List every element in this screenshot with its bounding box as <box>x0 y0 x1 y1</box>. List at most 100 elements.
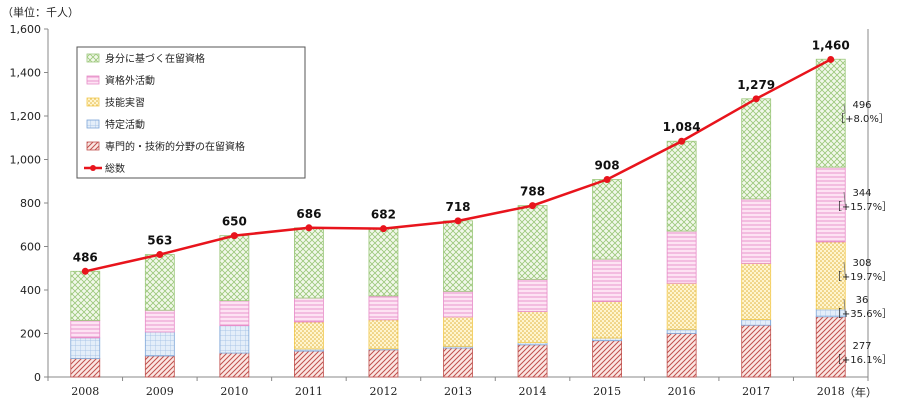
total-label: 908 <box>595 159 620 173</box>
bar-segment <box>517 205 548 280</box>
bar-segment <box>144 355 175 378</box>
total-point <box>156 251 164 259</box>
total-label: 563 <box>147 234 172 248</box>
bar-segment <box>70 337 101 359</box>
total-label: 486 <box>73 250 98 264</box>
total-label: 650 <box>222 215 247 229</box>
axes: 0 200 400 600 800 1,000 1,200 1,400 1,600 2008 200… <box>10 23 869 398</box>
bar-segment <box>517 311 548 344</box>
annotation-value: 344 <box>852 188 871 199</box>
bar-segment <box>70 320 101 339</box>
x-tick-label: 2008 <box>71 385 99 398</box>
bar-segment <box>368 349 399 378</box>
x-tick-label: 2013 <box>444 385 472 398</box>
total-point <box>305 224 313 232</box>
annotation-leader <box>843 261 846 276</box>
bar-segment <box>443 290 473 318</box>
total-label: 686 <box>296 207 321 221</box>
total-point <box>827 55 835 63</box>
bar-segment <box>741 198 772 264</box>
x-tick-label: 2018 <box>817 385 845 398</box>
y-tick-label: 200 <box>20 328 41 341</box>
bar-segment <box>294 227 324 299</box>
annotation-leader <box>843 191 846 205</box>
bar-segment <box>592 179 622 260</box>
annotation-leader <box>843 298 846 313</box>
legend-label: 資格外活動 <box>105 74 155 87</box>
annotations-layer: 496 ［+8.0%］ 344 ［+15.7%］ 308 ［+19.7%］ 36 ［+35.6… <box>832 100 892 366</box>
bar-segment <box>443 347 473 378</box>
total-point <box>81 267 89 275</box>
bar-segment <box>368 295 399 321</box>
bar-segment <box>294 297 324 323</box>
annotation-value: 496 <box>852 100 871 111</box>
y-tick-label: 800 <box>20 197 41 210</box>
annotation-value: 277 <box>852 341 871 352</box>
annotation-change: ［+35.6%］ <box>832 308 892 320</box>
bar-segment <box>294 350 324 378</box>
annotation-leader <box>843 344 846 348</box>
total-line-layer: 486 563 650 686 682 718 788 908 1,084 1,279 1,460 <box>73 38 850 275</box>
x-tick-label: 2010 <box>220 385 248 398</box>
bars-layer <box>70 58 846 378</box>
annotation-value: 308 <box>852 258 871 269</box>
bar-segment <box>592 340 622 378</box>
y-tick-label: 1,600 <box>10 23 42 36</box>
total-point <box>454 217 462 225</box>
unit-label: （単位：千人） <box>2 5 79 19</box>
legend-label: 技能実習 <box>105 96 145 109</box>
bar-segment <box>219 300 250 327</box>
x-tick-label: 2014 <box>519 385 547 398</box>
x-tick-label: 2016 <box>668 385 696 398</box>
legend-swatch <box>86 75 100 85</box>
bar-segment <box>144 254 175 311</box>
annotation-change: ［+15.7%］ <box>832 201 892 213</box>
total-label: 718 <box>445 200 470 214</box>
y-tick-label: 1,000 <box>10 154 42 167</box>
total-label: 1,084 <box>663 120 701 134</box>
legend-label: 身分に基づく在留資格 <box>105 52 205 65</box>
bar-segment <box>815 58 846 168</box>
bar-segment <box>815 241 846 310</box>
legend-line-marker <box>90 165 96 171</box>
annotation-change: ［+16.1%］ <box>832 354 892 366</box>
x-tick-label: 2015 <box>593 385 621 398</box>
bar-segment <box>443 220 473 292</box>
bar-segment <box>144 309 175 333</box>
bar-segment <box>666 230 697 284</box>
annotation-change: ［+19.7%］ <box>832 271 892 283</box>
total-label: 1,460 <box>812 38 850 52</box>
bar-segment <box>70 358 101 378</box>
x-tick-label: 2012 <box>369 385 397 398</box>
annotation-value: 36 <box>856 295 869 306</box>
bar-segment <box>815 166 846 243</box>
bar-segment <box>666 328 697 334</box>
bar-segment <box>666 282 697 330</box>
legend-swatch <box>86 53 100 63</box>
legend-label: 専門的・技術的分野の在留資格 <box>105 140 245 153</box>
total-point <box>529 202 537 210</box>
total-point <box>379 225 387 233</box>
legend-box <box>76 46 306 179</box>
bar-segment <box>666 333 697 378</box>
bar-segment <box>294 321 324 350</box>
y-tick-label: 1,200 <box>10 110 42 123</box>
bar-segment <box>219 352 250 378</box>
bar-segment <box>741 98 772 200</box>
total-point <box>230 232 238 240</box>
bar-segment <box>666 140 697 232</box>
total-label: 682 <box>371 208 396 222</box>
x-unit-label: （年） <box>844 385 877 399</box>
x-tick-label: 2009 <box>146 385 174 398</box>
y-tick-label: 0 <box>34 371 41 384</box>
annotation-change: ［+8.0%］ <box>835 113 889 125</box>
y-tick-label: 1,400 <box>10 67 42 80</box>
total-point <box>603 176 611 184</box>
bar-segment <box>443 316 473 347</box>
bar-segment <box>592 301 622 339</box>
bar-segment <box>219 325 250 354</box>
bar-segment <box>741 319 772 326</box>
